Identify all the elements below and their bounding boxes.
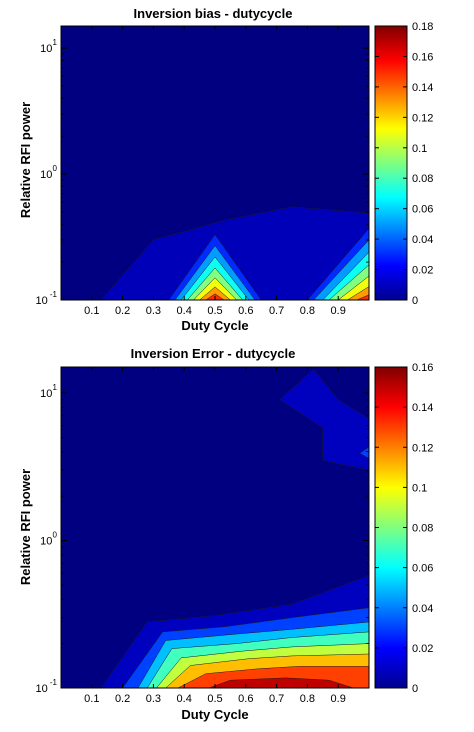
chart-bias: Inversion bias - dutycycle 0.1 0.2 0.3 0.4 0… (18, 6, 433, 333)
colorbar: 0 0.02 0.04 0.06 0.08 0.1 0.12 0.14 0.16 0.18 (374, 21, 433, 307)
colorbar-tick-label: 0.08 (412, 173, 433, 185)
y-tick-label: -110 (36, 678, 58, 695)
colorbar-tick-label: 0.18 (412, 21, 433, 33)
colorbar-ticks: 0 0.02 0.04 0.06 0.08 0.1 0.12 0.14 0.16 (375, 362, 433, 695)
x-tick-label: 0.6 (238, 305, 253, 317)
y-tick-base: 10 (40, 169, 52, 181)
colorbar-tick-label: 0.06 (412, 204, 433, 216)
x-tick-label: 0.4 (177, 693, 192, 705)
contour-region-0-1 (279, 368, 369, 471)
y-tick-exponent: 0 (53, 530, 58, 539)
contour-region-1-1 (359, 446, 369, 459)
y-tick-label: 010 (40, 530, 57, 547)
x-tick-label: 0.2 (115, 693, 130, 705)
x-tick-label: 0.7 (269, 693, 284, 705)
y-tick-base: 10 (40, 535, 52, 547)
y-tick-label: -110 (36, 290, 58, 307)
y-axis-label: Relative RFI power (18, 102, 33, 218)
y-tick-base: 10 (36, 683, 48, 695)
y-tick-exponent: -1 (50, 290, 58, 299)
colorbar-tick-label: 0.16 (412, 51, 433, 63)
y-tick-label: 110 (40, 383, 57, 400)
chart-error: Inversion Error - dutycycle 0.1 0.2 0.3 0.4… (18, 346, 433, 722)
x-tick-label: 0.8 (300, 305, 315, 317)
colorbar-gradient (374, 366, 408, 689)
colorbar-tick-label: 0.14 (412, 402, 433, 414)
colorbar-tick-label: 0 (412, 295, 418, 307)
chart-title: Inversion bias - dutycycle (134, 6, 293, 21)
contour-region-6-1 (346, 286, 369, 300)
y-tick-exponent: 1 (53, 383, 58, 392)
x-tick-label: 0.3 (146, 305, 161, 317)
y-tick-exponent: -1 (50, 678, 58, 687)
x-tick-label: 0.7 (269, 305, 284, 317)
x-tick-label: 0.4 (177, 305, 192, 317)
y-tick-label: 010 (40, 164, 57, 181)
colorbar-tick-label: 0.02 (412, 643, 433, 655)
x-ticks: 0.1 0.2 0.3 0.4 0.5 0.6 0.7 0.8 0.9 (84, 367, 346, 705)
x-tick-label: 0.9 (331, 305, 346, 317)
x-tick-label: 0.1 (84, 693, 99, 705)
y-tick-base: 10 (40, 43, 52, 55)
x-tick-label: 0.5 (207, 693, 222, 705)
colorbar: 0 0.02 0.04 0.06 0.08 0.1 0.12 0.14 0.16 (374, 362, 433, 695)
x-axis-label: Duty Cycle (181, 707, 248, 722)
x-tick-label: 0.9 (331, 693, 346, 705)
x-tick-label: 0.1 (84, 305, 99, 317)
chart-title: Inversion Error - dutycycle (131, 346, 296, 361)
x-ticks: 0.1 0.2 0.3 0.4 0.5 0.6 0.7 0.8 0.9 (84, 26, 346, 317)
colorbar-tick-label: 0.04 (412, 603, 433, 615)
y-tick-base: 10 (40, 388, 52, 400)
colorbar-tick-label: 0.14 (412, 82, 433, 94)
colorbar-tick-label: 0.08 (412, 523, 433, 535)
contour-region-7-1 (356, 294, 369, 300)
colorbar-tick-label: 0.12 (412, 442, 433, 454)
y-tick-exponent: 0 (53, 164, 58, 173)
colorbar-tick-label: 0.12 (412, 112, 433, 124)
y-axis-label: Relative RFI power (18, 469, 33, 585)
x-tick-label: 0.6 (238, 693, 253, 705)
colorbar-tick-label: 0.1 (412, 482, 427, 494)
colorbar-gradient (374, 25, 408, 301)
x-tick-label: 0.5 (207, 305, 222, 317)
colorbar-ticks: 0 0.02 0.04 0.06 0.08 0.1 0.12 0.14 0.16 0.18 (375, 21, 433, 307)
x-tick-label: 0.2 (115, 305, 130, 317)
y-tick-label: 110 (40, 38, 57, 55)
x-axis-label: Duty Cycle (181, 318, 248, 333)
colorbar-tick-label: 0.1 (412, 143, 427, 155)
contour-region-0-0 (100, 206, 369, 300)
colorbar-tick-label: 0.02 (412, 265, 433, 277)
colorbar-tick-label: 0.06 (412, 563, 433, 575)
x-tick-label: 0.3 (146, 693, 161, 705)
contour-region-6-0 (199, 286, 231, 300)
colorbar-tick-label: 0.16 (412, 362, 433, 374)
colorbar-tick-label: 0.04 (412, 234, 433, 246)
x-tick-label: 0.8 (300, 693, 315, 705)
y-tick-exponent: 1 (53, 38, 58, 47)
y-tick-base: 10 (36, 295, 48, 307)
contour-region-7-0 (208, 677, 354, 688)
colorbar-tick-label: 0 (412, 683, 418, 695)
